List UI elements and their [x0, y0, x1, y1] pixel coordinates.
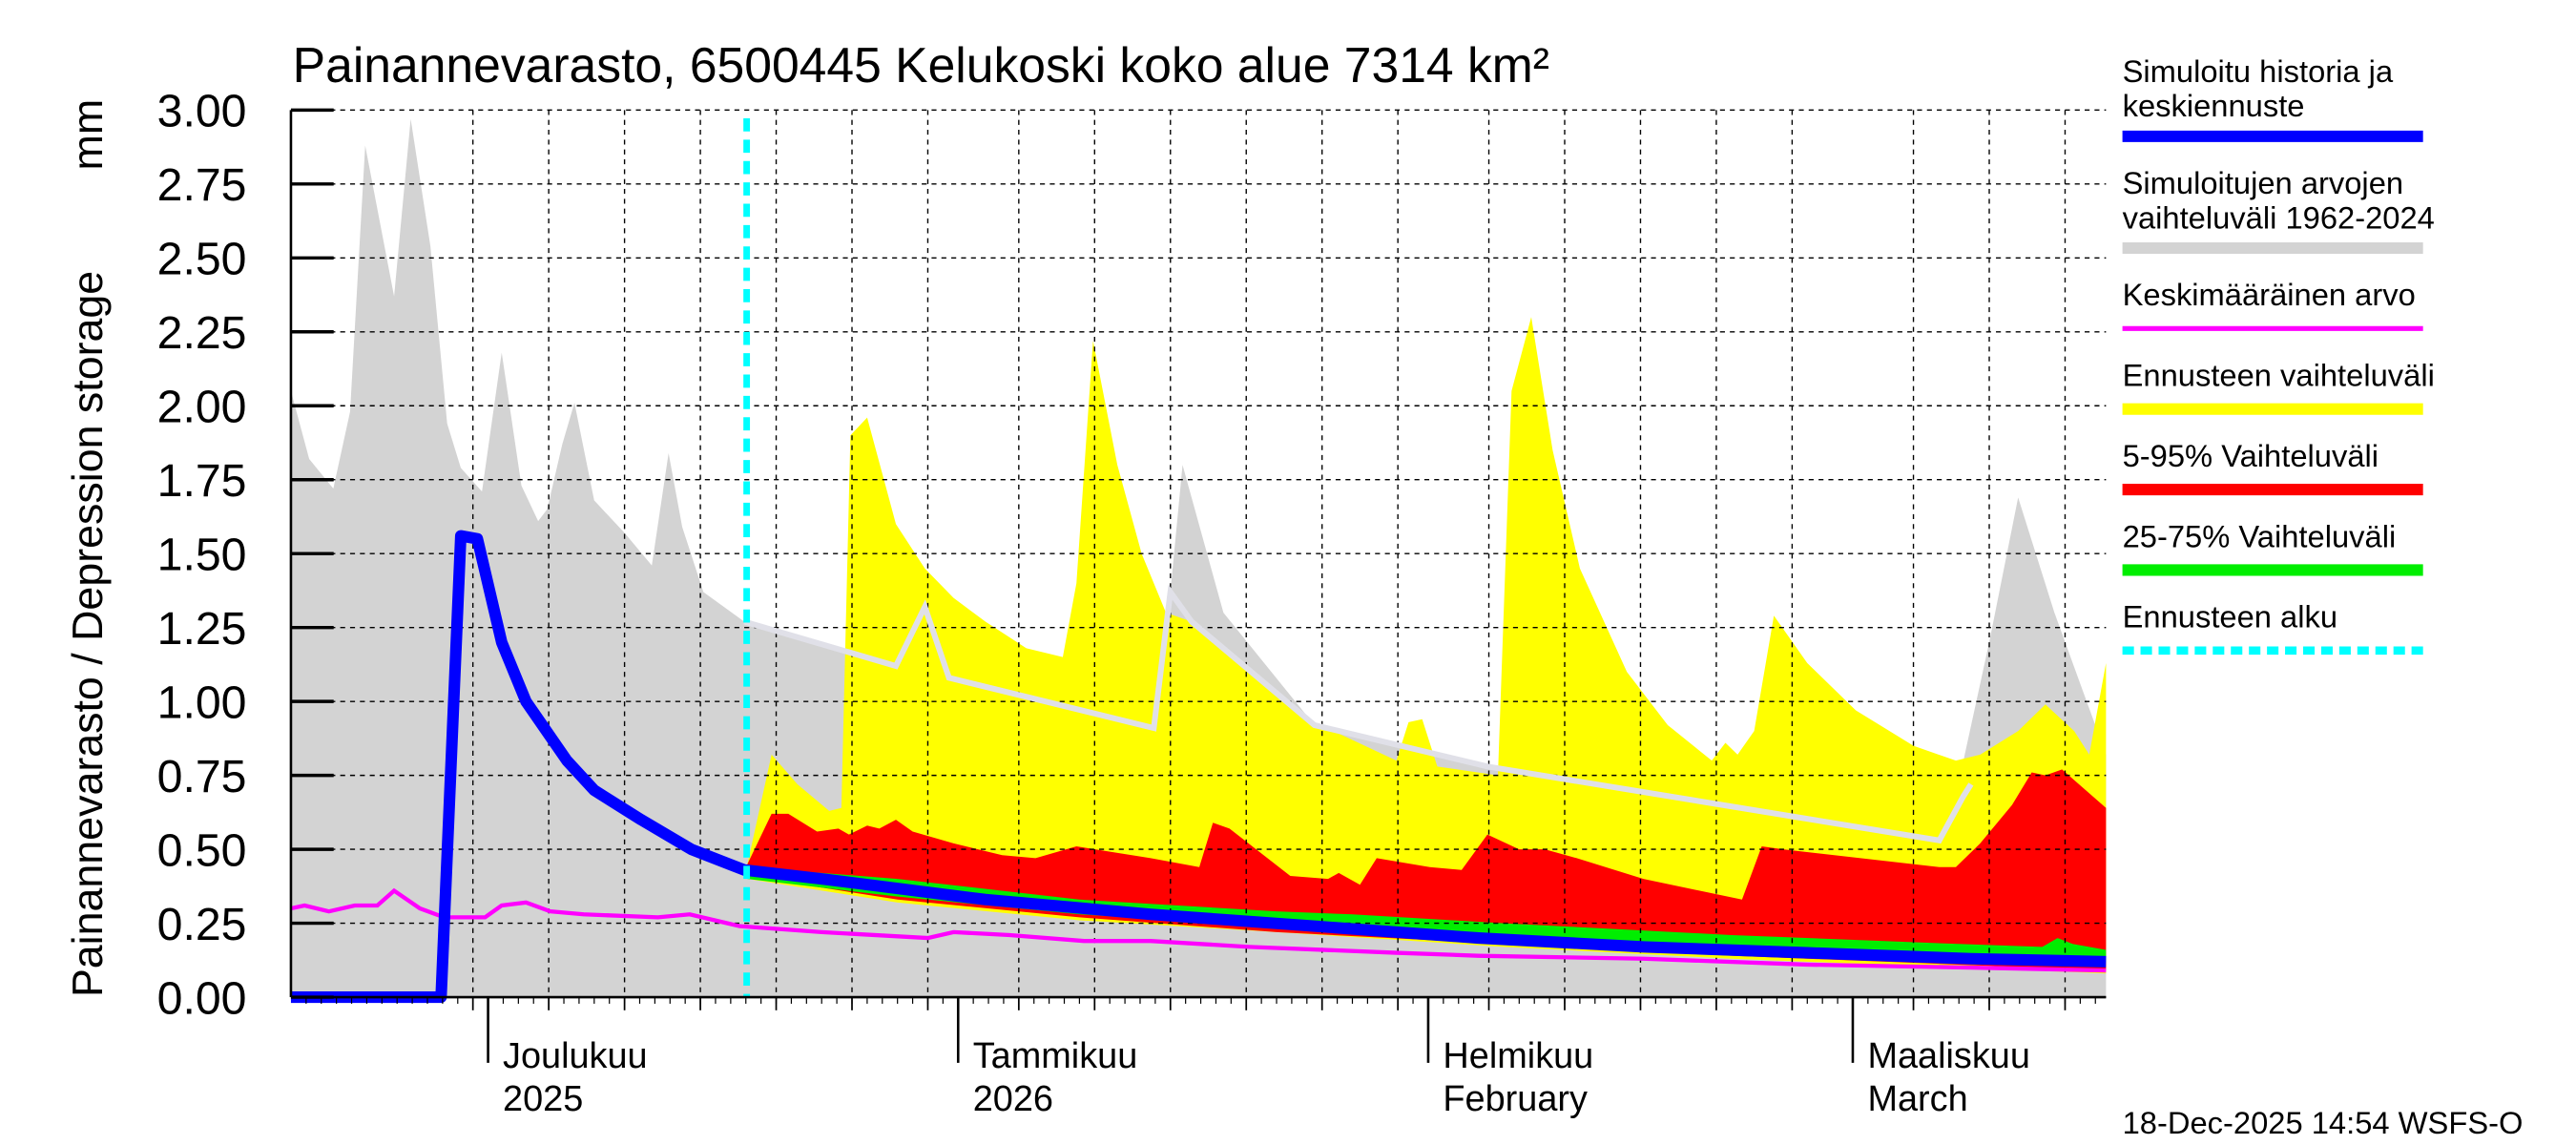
y-tick-label: 1.50 [157, 529, 247, 580]
legend-label: 5-95% Vaihteluväli [2123, 438, 2379, 473]
y-tick-label: 0.25 [157, 899, 247, 950]
x-month-label: Joulukuu [503, 1036, 648, 1076]
legend-label: Simuloitu historia ja [2123, 53, 2394, 89]
y-tick-label: 1.25 [157, 603, 247, 655]
p5-95-area [747, 769, 2107, 971]
y-tick-label: 1.00 [157, 677, 247, 728]
mean-line [290, 887, 2107, 973]
legend-label: Ennusteen vaihteluväli [2123, 358, 2435, 393]
chart-title: Painannevarasto, 6500445 Kelukoski koko … [293, 37, 1549, 93]
legend-label: 25-75% Vaihteluväli [2123, 518, 2397, 553]
x-year-label: February [1443, 1079, 1588, 1119]
plot-lines [290, 117, 2107, 1004]
y-tick-label: 2.25 [157, 307, 247, 359]
x-year-label: March [1867, 1079, 1967, 1119]
hist-line [743, 584, 1974, 844]
y-tick-label: 0.00 [157, 972, 247, 1024]
legend-label: Ennusteen alku [2123, 599, 2337, 635]
x-year-label: 2026 [973, 1079, 1053, 1119]
x-year-label: 2025 [503, 1079, 583, 1119]
y-tick-label: 2.00 [157, 381, 247, 432]
p25-75-area [747, 866, 2107, 962]
y-tick-label: 3.00 [157, 86, 247, 137]
legend-label: Simuloitujen arvojen [2123, 165, 2404, 200]
gridlines [290, 109, 2107, 998]
footer-timestamp: 18-Dec-2025 14:54 WSFS-O [2123, 1105, 2524, 1140]
x-month-label: Tammikuu [973, 1036, 1138, 1076]
hist-range-area [290, 118, 2107, 998]
axes: 0.00 0.25 0.50 0.75 1.00 1.25 1.50 1.75 2.00 2.25… [157, 86, 2107, 1119]
y-tick-label: 2.50 [157, 234, 247, 285]
legend-label: Keskimääräinen arvo [2123, 277, 2416, 312]
y-tick-label: 0.75 [157, 751, 247, 802]
legend-label: keskiennuste [2123, 88, 2305, 123]
y-tick-label: 0.50 [157, 824, 247, 876]
y-tick-label: 1.75 [157, 455, 247, 507]
legend-label: vaihteluväli 1962-2024 [2123, 199, 2435, 235]
y-axis-label: Painannevarasto / Depression storage [64, 271, 112, 997]
x-month-label: Maaliskuu [1867, 1036, 2029, 1076]
y-tick-label: 2.75 [157, 159, 247, 211]
x-month-label: Helmikuu [1443, 1036, 1593, 1076]
y-axis-unit: mm [64, 99, 112, 171]
simulated-line [290, 530, 2107, 1004]
